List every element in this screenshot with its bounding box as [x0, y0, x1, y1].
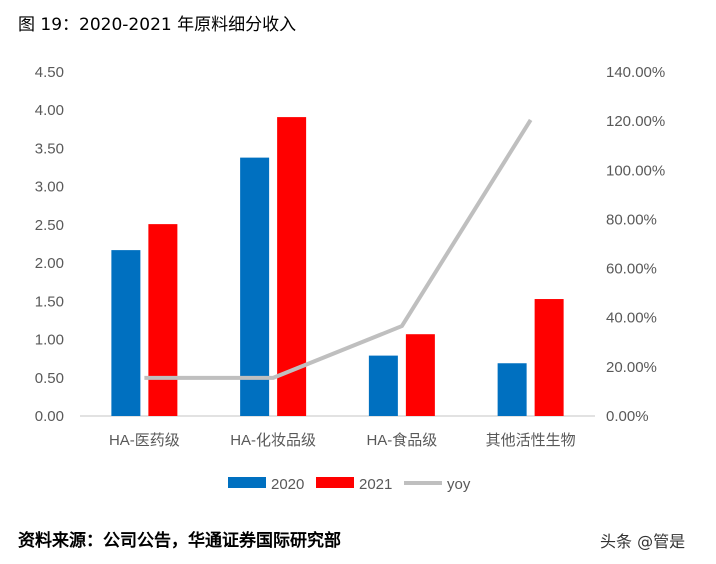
watermark: 头条 @管是 — [600, 532, 686, 551]
bar-2020 — [497, 363, 527, 416]
y2-tick-label: 100.00% — [606, 162, 665, 179]
bar-2020 — [368, 355, 398, 416]
y2-tick-label: 140.00% — [606, 64, 665, 81]
bar-2021 — [405, 334, 435, 416]
x-tick-label: HA-食品级 — [366, 432, 437, 449]
source-note: 资料来源：公司公告，华通证券国际研究部 — [18, 531, 341, 551]
y-tick-label: 2.00 — [35, 255, 64, 272]
y2-tick-label: 60.00% — [606, 261, 657, 278]
bar-2020 — [240, 157, 270, 416]
figure-title: 图 19：2020-2021 年原料细分收入 — [18, 15, 297, 35]
y-tick-label: 2.50 — [35, 217, 64, 234]
legend-swatch-2021 — [316, 477, 354, 488]
legend-label: yoy — [447, 476, 471, 493]
y2-tick-label: 20.00% — [606, 359, 657, 376]
y2-tick-label: 120.00% — [606, 113, 665, 130]
revenue-chart: 0.00 0.50 1.00 1.50 2.00 2.50 3.00 3.50 4.00 4.50… — [35, 64, 665, 493]
y-tick-label: 4.50 — [35, 64, 64, 81]
legend-swatch-2020 — [228, 477, 266, 488]
line-yoy — [144, 118, 533, 380]
bar-2021 — [148, 224, 178, 416]
y-tick-label: 3.00 — [35, 179, 64, 196]
y-tick-label: 1.00 — [35, 332, 64, 349]
legend-label: 2021 — [359, 476, 392, 493]
y2-tick-label: 0.00% — [606, 408, 649, 425]
y-tick-label: 1.50 — [35, 293, 64, 310]
y-tick-label: 0.00 — [35, 408, 64, 425]
y-tick-label: 4.00 — [35, 102, 64, 119]
bar-2021 — [534, 299, 564, 416]
x-tick-label: HA-医药级 — [109, 432, 180, 449]
bar-2020 — [111, 250, 141, 416]
y2-tick-label: 80.00% — [606, 211, 657, 228]
y-tick-label: 3.50 — [35, 140, 64, 157]
x-tick-label: 其他活性生物 — [486, 432, 576, 449]
x-tick-label: HA-化妆品级 — [230, 432, 316, 449]
y-tick-label: 0.50 — [35, 370, 64, 387]
legend-label: 2020 — [271, 476, 304, 493]
y2-tick-label: 40.00% — [606, 310, 657, 327]
